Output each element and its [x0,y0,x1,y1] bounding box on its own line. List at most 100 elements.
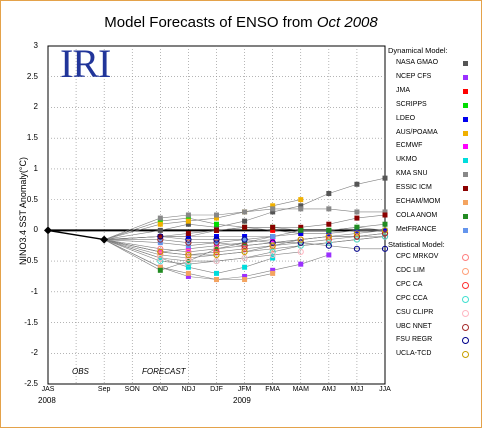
y-tick-label: -0.5 [24,256,38,266]
data-point [185,212,191,218]
y-tick-label: -2 [30,348,38,358]
legend-label: UBC NNET [396,322,432,330]
y-tick-label: 0 [33,225,38,235]
series-line [104,230,385,240]
legend-label: ECMWF [396,142,423,150]
legend-marker [462,295,469,303]
data-point [326,206,332,212]
data-point [354,215,360,221]
x-tick-label: MAM [292,386,309,393]
legend-marker [463,144,468,150]
data-point [157,227,163,233]
series-line [104,177,386,240]
data-point [213,239,220,246]
data-point [297,242,304,249]
legend-label: JMA [396,86,410,94]
data-point [241,242,248,249]
y-tick-label: -2.5 [24,379,38,388]
data-point [353,230,361,237]
statistical-legend-title: Statistical Model: [388,240,445,249]
data-point [242,224,248,230]
data-point [157,215,163,221]
legend-marker [463,227,468,233]
legend-marker [463,172,468,178]
legend-marker [463,186,468,192]
legend-label: MetFRANCE [396,225,437,233]
data-point [214,215,219,221]
observed-line [47,229,105,241]
y-tick-label: 1.5 [26,133,38,143]
legend-item: LDEO [386,114,478,126]
legend-label: COLA ANOM [396,211,438,219]
data-point [269,245,276,252]
legend-item: CDC LIM [386,266,478,278]
legend-item: CSU CLIPR [386,308,478,320]
data-point [270,270,276,276]
dynamical-legend-title: Dynamical Model: [388,46,448,55]
data-point [381,230,389,237]
data-point [354,224,360,230]
data-point [214,270,219,276]
data-point [242,209,248,215]
data-point [157,257,164,265]
legend-label: FSU REGR [396,336,433,344]
legend-marker [463,130,468,136]
data-point [298,230,304,236]
legend-item: UCLA-TCD [386,349,478,361]
data-point [185,218,191,224]
data-point [325,233,332,240]
legend-label: ECHAM/MOM [396,198,441,205]
data-point [157,267,163,273]
legend-label: CSU CLIPR [396,308,434,316]
data-point [213,236,220,243]
data-point [213,257,220,265]
y-axis-label: NINO3.4 SST Anomaly(°C) [18,157,28,265]
data-point [157,221,163,227]
data-point [241,248,248,255]
data-point [241,245,248,252]
data-point [298,203,304,209]
legend-item: CPC CA [386,280,478,292]
data-point [185,254,192,262]
legend-marker [462,351,469,359]
data-point [382,212,388,218]
data-point [214,277,219,283]
legend-marker [462,309,469,317]
year-label-2008: 2008 [38,396,56,405]
x-tick-label: JAS [41,386,55,393]
data-point [382,221,388,227]
y-tick-label: -1.5 [24,317,38,327]
data-point [270,203,276,209]
data-point [381,245,389,252]
data-point [241,254,248,262]
x-tick-label: OND [152,386,169,393]
legend-item: KMA SNU [386,169,478,181]
data-point [241,236,248,243]
data-point [353,233,361,240]
data-point [298,261,304,267]
legend-label: SCRIPPS [396,100,427,108]
data-point [185,248,192,255]
legend-label: CPC CCA [396,294,428,302]
series-line [104,208,385,240]
data-point [185,236,192,243]
legend-marker [463,74,468,80]
data-point [157,245,164,252]
x-tick-label: JFM [237,386,252,393]
legend-item: CPC CCA [386,294,478,306]
data-point [185,215,191,221]
legend-label: CPC CA [396,280,423,288]
data-point [185,270,191,276]
series-line [104,236,385,250]
data-point [381,227,389,234]
data-point [325,236,332,243]
legend-label: KMA SNU [396,170,428,178]
data-point [270,206,276,212]
legend-marker [463,213,468,219]
data-point [354,209,360,215]
data-point [297,239,304,246]
legend-item: ESSIC ICM [386,183,478,195]
legend-item: JMA [386,86,478,98]
data-point [382,175,388,181]
data-point [185,239,192,246]
